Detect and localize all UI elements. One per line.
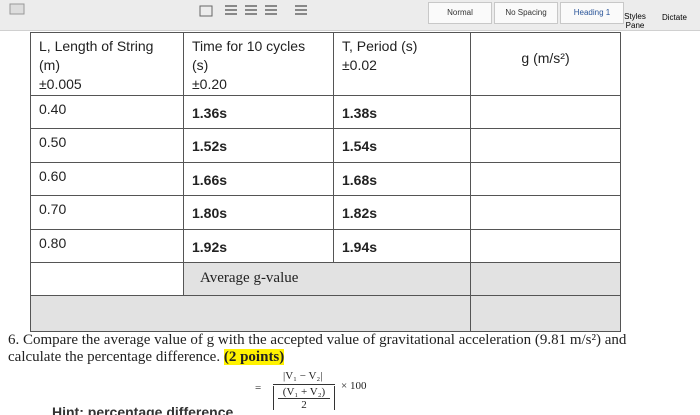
table-cell: 1.38s — [333, 95, 471, 130]
question-number: 6. — [8, 332, 20, 348]
table-cell — [30, 295, 471, 332]
table-cell: 1.80s — [183, 195, 334, 230]
table-cell: 0.60 — [30, 161, 184, 197]
sum: (V₁ + V₂) — [282, 386, 326, 398]
table-cell: 1.92s — [183, 228, 334, 263]
table-cell — [30, 262, 184, 297]
header-line: ±0.02 — [342, 57, 377, 73]
points: (2 points) — [223, 349, 285, 365]
table-cell: 0.50 — [30, 128, 184, 163]
table-cell: 1.82s — [333, 195, 471, 230]
header-cell: T, Period (s) ±0.02 — [333, 32, 471, 96]
table-cell: 0.40 — [30, 95, 184, 130]
table-cell — [470, 161, 621, 197]
header-line: T, Period (s) — [342, 38, 418, 54]
divisor: 2 — [278, 398, 330, 411]
header-line: L, Length of String — [39, 38, 154, 54]
numerator: |V₁ − V₂| — [283, 370, 323, 382]
table-cell — [470, 228, 621, 263]
table-cell — [470, 295, 621, 332]
table-cell — [470, 95, 621, 130]
question-text: Compare the average value of g with the … — [8, 332, 627, 365]
header-cell: Time for 10 cycles (s) ±0.20 — [183, 32, 334, 96]
styles-pane-button[interactable]: Styles Pane — [618, 12, 652, 30]
formula: = |V₁ − V₂| (V₁ + V₂) 2 × 100 — [255, 370, 385, 411]
dictate-button[interactable]: Dictate — [662, 13, 687, 22]
style-option[interactable]: Heading 1 — [560, 2, 624, 24]
header-line: ±0.20 — [192, 76, 227, 92]
table-cell: 0.70 — [30, 195, 184, 230]
toolbar: Normal No Spacing Heading 1 Styles Pane … — [0, 0, 700, 31]
table-cell: 1.52s — [183, 128, 334, 163]
table-cell — [470, 262, 621, 297]
table-cell: 1.68s — [333, 161, 471, 197]
header-line: Time for 10 cycles (s) — [192, 38, 306, 73]
style-option[interactable]: Normal — [428, 2, 492, 24]
header-cell: L, Length of String (m) ±0.005 — [30, 32, 184, 96]
label: Pane — [625, 21, 645, 30]
table-cell: 1.36s — [183, 95, 334, 130]
multiplier: × 100 — [341, 380, 367, 392]
average-label: Average g-value — [183, 262, 471, 297]
table-cell — [470, 195, 621, 230]
header-line: ±0.005 — [39, 76, 82, 92]
header-line: (m) — [39, 57, 60, 73]
table-cell: 1.94s — [333, 228, 471, 263]
table-cell — [470, 128, 621, 163]
fraction-bar — [273, 384, 335, 385]
denominator: (V₁ + V₂) 2 — [273, 386, 335, 411]
label: Styles — [624, 12, 646, 21]
toolbar-icons — [9, 3, 307, 17]
style-option[interactable]: No Spacing — [494, 2, 558, 24]
table-cell: 1.66s — [183, 161, 334, 197]
hint: Hint: percentage difference — [52, 404, 234, 415]
question: 6. Compare the average value of g with t… — [8, 332, 633, 366]
header-cell: g (m/s²) — [470, 32, 621, 96]
header-line: g (m/s²) — [521, 50, 570, 66]
table-cell: 0.80 — [30, 228, 184, 263]
equals: = — [255, 382, 262, 394]
table-cell: 1.54s — [333, 128, 471, 163]
